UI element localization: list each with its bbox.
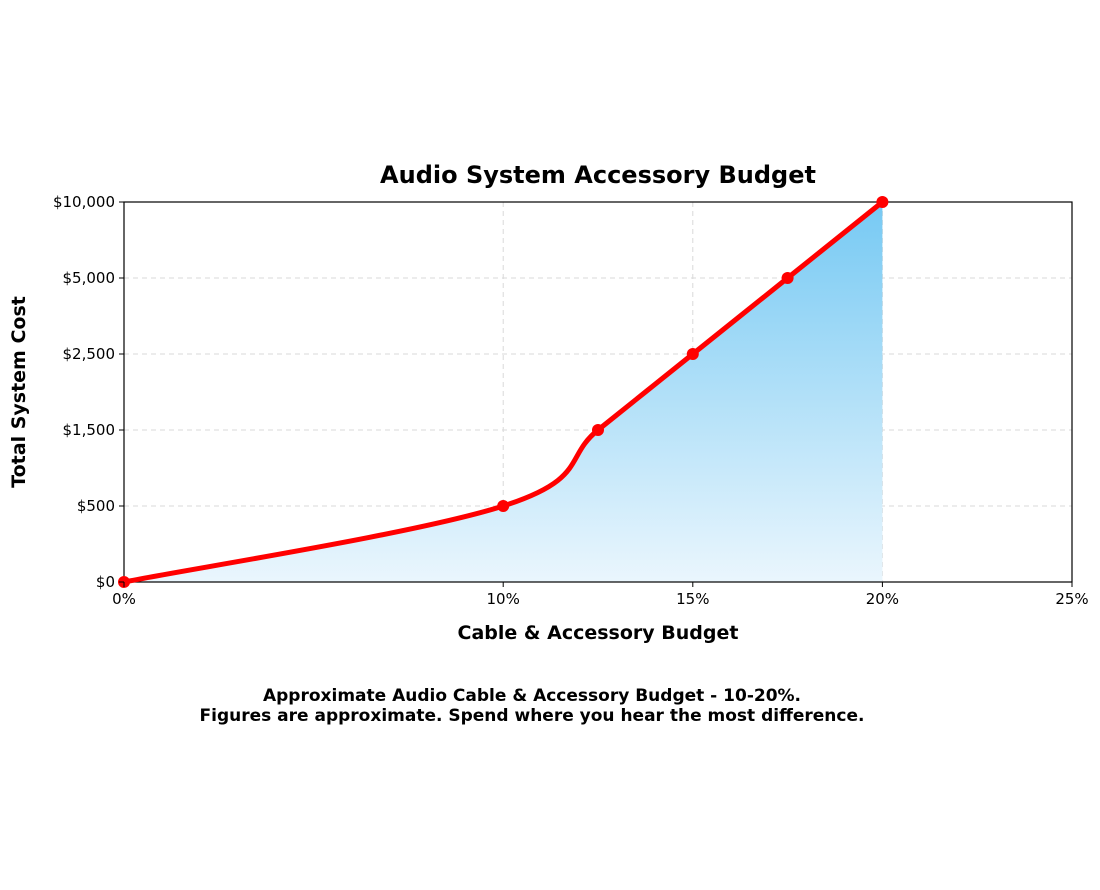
y-tick-label: $1,500 [63,421,116,439]
chart-title: Audio System Accessory Budget [380,161,816,189]
data-point [781,272,794,284]
caption-line-2: Figures are approximate. Spend where you… [199,706,865,726]
y-tick-label: $5,000 [63,269,116,287]
x-tick-label: 20% [866,590,899,608]
plot-frame [123,201,1073,583]
y-tick-label: $10,000 [53,193,115,211]
axes [123,201,1073,583]
y-tick-label: $500 [77,497,115,515]
data-point [686,348,699,360]
data-point [497,500,510,512]
y-axis-label: Total System Cost [8,296,30,488]
x-axis-label: Cable & Accessory Budget [458,622,739,644]
data-point [876,196,889,208]
caption-line-1: Approximate Audio Cable & Accessory Budg… [262,686,802,706]
area-fill [124,202,883,582]
y-tick-label: $2,500 [63,345,116,363]
y-tick-label: $0 [96,573,115,591]
data-point [592,424,604,436]
data-points [118,196,889,588]
x-tick-label: 25% [1055,590,1088,608]
tick-labels: 0% 10% 15% 20% 25% $0 $500 $1,500 $2,500 $5,000 $1… [53,193,1089,608]
x-tick-label: 15% [676,590,709,608]
x-tick-label: 0% [112,590,136,608]
x-tick-label: 10% [487,590,520,608]
